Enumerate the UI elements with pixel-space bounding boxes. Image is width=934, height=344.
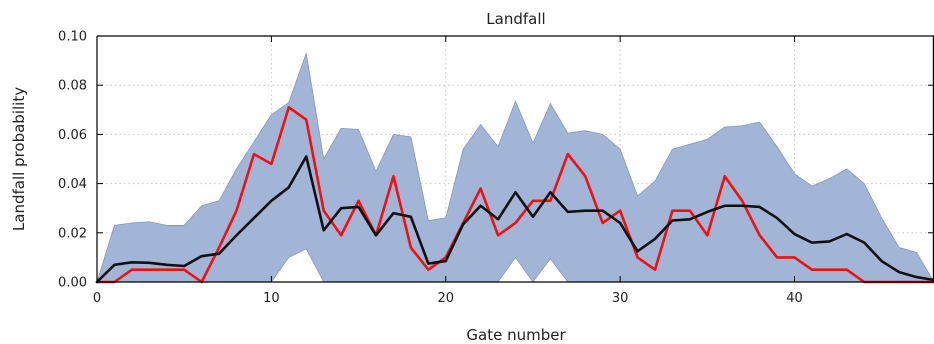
- x-tick-label-2: 20: [437, 291, 454, 306]
- chart-title: Landfall: [486, 10, 545, 28]
- y-tick-label-3: 0.06: [58, 128, 87, 143]
- y-tick-label-2: 0.04: [58, 177, 87, 192]
- series-line-0: [95, 106, 934, 284]
- series-line-1: [95, 155, 934, 284]
- series-lines: [95, 106, 934, 284]
- x-tick-labels: 0 10 20 30 40: [93, 291, 803, 306]
- y-tick-label-0: 0.00: [58, 276, 87, 291]
- y-tick-label-1: 0.02: [58, 226, 87, 241]
- x-tick-label-4: 40: [786, 291, 803, 306]
- confidence-band: [96, 53, 934, 283]
- x-tick-label-3: 30: [612, 291, 629, 306]
- x-axis-label: Gate number: [466, 326, 566, 344]
- uncertainty-band: [96, 53, 934, 283]
- y-axis-label: Landfall probability: [10, 87, 28, 231]
- y-tick-labels: 0.00 0.02 0.04 0.06 0.08 0.10: [58, 30, 87, 291]
- axes-frame: [96, 35, 934, 283]
- x-tick-label-1: 10: [263, 291, 280, 306]
- y-tick-label-5: 0.10: [58, 30, 87, 45]
- y-tick-label-4: 0.08: [58, 79, 87, 94]
- x-tick-label-0: 0: [93, 291, 101, 306]
